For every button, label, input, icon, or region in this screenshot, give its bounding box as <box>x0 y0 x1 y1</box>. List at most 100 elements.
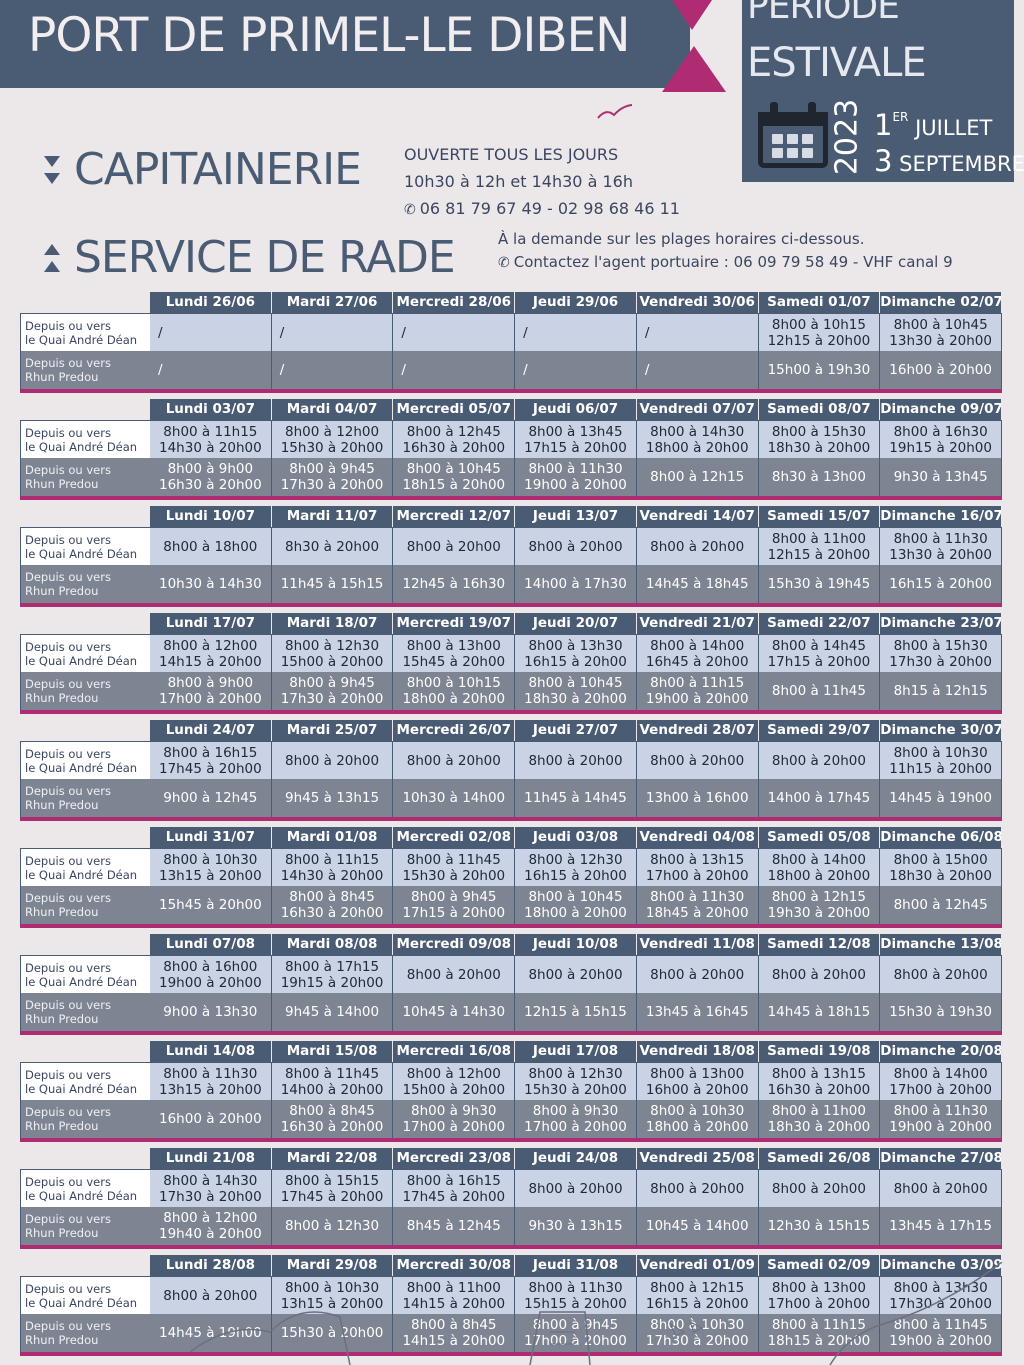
schedule-cell: 8h00 à 13h15 17h00 à 20h00 <box>636 848 759 886</box>
schedule-cell: 8h00 à 20h00 <box>393 527 516 565</box>
day-header: Mardi 22/08 <box>271 1148 394 1169</box>
day-header: Mercredi 05/07 <box>393 399 516 420</box>
coastline-map <box>190 1262 1003 1365</box>
schedule-cell: 8h00 à 20h00 <box>758 1169 881 1207</box>
time-slot: 8h00 à 20h00 <box>650 538 745 555</box>
schedule-cell: 8h00 à 16h00 19h00 à 20h00 <box>150 955 272 993</box>
time-slot: 8h00 à 12h00 <box>285 423 380 440</box>
time-slot: 13h45 à 16h45 <box>645 1004 749 1020</box>
schedule-cell: 10h45 à 14h30 <box>393 993 516 1031</box>
time-slot: 8h00 à 11h45 <box>893 1317 988 1333</box>
schedule-cell: 8h00 à 13h00 16h00 à 20h00 <box>636 1062 759 1100</box>
day-header: Dimanche 02/07 <box>880 292 1002 313</box>
schedule-cell: 8h00 à 10h30 13h15 à 20h00 <box>150 848 272 886</box>
week-corner <box>20 827 150 848</box>
time-slot: / <box>523 362 528 378</box>
row-label: Depuis ou vers Rhun Predou <box>20 779 150 817</box>
time-slot: 10h30 à 14h00 <box>402 790 506 806</box>
schedule-cell: 8h00 à 9h00 16h30 à 20h00 <box>150 458 272 496</box>
period-end-date: 3 SEPTEMBRE <box>874 144 1024 178</box>
schedule-cell: 10h30 à 14h30 <box>150 565 272 603</box>
time-slot: 15h45 à 20h00 <box>402 653 506 670</box>
time-slot: 8h00 à 10h45 <box>528 889 623 905</box>
time-slot: 10h45 à 14h30 <box>402 1004 506 1020</box>
time-slot: 9h30 à 13h15 <box>528 1218 623 1234</box>
time-slot: 8h00 à 9h30 <box>532 1103 619 1119</box>
row-label: Depuis ou vers le Quai André Déan <box>20 1062 150 1100</box>
time-slot: 8h00 à 12h15 <box>650 469 745 485</box>
week-corner <box>20 720 150 741</box>
time-slot: 8h00 à 12h30 <box>285 1218 380 1234</box>
schedule-cell: 8h00 à 9h45 17h30 à 20h00 <box>271 672 394 710</box>
period-year: 2023 <box>829 98 865 176</box>
time-slot: 8h00 à 11h30 <box>893 530 988 547</box>
day-header: Lundi 26/06 <box>150 292 272 313</box>
row-label-line: Depuis ou vers <box>25 425 111 440</box>
time-slot: 8h00 à 14h30 <box>650 423 745 440</box>
time-slot: 8h00 à 13h15 <box>771 1065 866 1082</box>
row-label-line: Depuis ou vers <box>25 1319 111 1333</box>
time-slot: 17h30 à 20h00 <box>645 1333 749 1349</box>
time-slot: 8h00 à 13h00 <box>406 637 501 654</box>
schedule-cell: 8h00 à 20h00 <box>636 527 759 565</box>
day-header: Samedi 26/08 <box>758 1148 881 1169</box>
schedule-cell: 8h00 à 11h15 14h30 à 20h00 <box>150 420 272 458</box>
schedule-cell: 8h00 à 20h00 <box>758 955 881 993</box>
rade-contact-text: Contactez l'agent portuaire : 06 09 79 5… <box>513 253 953 271</box>
schedule-cell: 15h45 à 20h00 <box>150 886 272 924</box>
time-slot: 8h00 à 13h00 <box>771 1279 866 1296</box>
week-corner <box>20 1041 150 1062</box>
schedule-cell: 8h00 à 12h15 19h30 à 20h00 <box>758 886 881 924</box>
day-header: Vendredi 11/08 <box>636 934 759 955</box>
time-slot: / <box>279 324 285 341</box>
time-slot: 19h00 à 20h00 <box>524 477 627 493</box>
schedule-cell: 8h00 à 13h00 17h00 à 20h00 <box>758 1276 881 1314</box>
time-slot: 19h00 à 20h00 <box>889 1119 992 1135</box>
time-slot: 9h45 à 14h00 <box>285 1004 380 1020</box>
schedule-cell: 8h00 à 12h00 19h40 à 20h00 <box>150 1207 272 1245</box>
schedule-cell: 8h15 à 12h15 <box>880 672 1002 710</box>
week-separator <box>20 1352 1002 1356</box>
week-separator <box>20 1138 1002 1142</box>
time-slot: 16h30 à 20h00 <box>402 439 506 456</box>
day-header: Dimanche 30/07 <box>880 720 1002 741</box>
time-slot: 8h00 à 15h30 <box>893 637 988 654</box>
time-slot: 16h15 à 20h00 <box>524 653 627 670</box>
day-header: Lundi 21/08 <box>150 1148 272 1169</box>
day-header: Mercredi 09/08 <box>393 934 516 955</box>
day-header: Vendredi 25/08 <box>636 1148 759 1169</box>
time-slot: 8h00 à 20h00 <box>528 1180 623 1197</box>
time-slot: 16h15 à 20h00 <box>645 1295 749 1312</box>
time-slot: 8h00 à 14h45 <box>771 637 866 654</box>
schedule-cell: 8h00 à 12h30 15h30 à 20h00 <box>515 1062 637 1100</box>
day-header: Samedi 22/07 <box>758 613 881 634</box>
capitainerie-phone-text: 06 81 79 67 49 - 02 98 68 46 11 <box>419 199 680 218</box>
time-slot: 15h00 à 20h00 <box>402 1081 506 1098</box>
time-slot: 8h00 à 10h30 <box>285 1279 380 1296</box>
day-header: Vendredi 14/07 <box>636 506 759 527</box>
time-slot: 13h15 à 20h00 <box>159 1081 262 1098</box>
time-slot: 15h15 à 20h00 <box>524 1295 627 1312</box>
day-header: Jeudi 03/08 <box>515 827 637 848</box>
row-label-line: le Quai André Déan <box>25 439 138 454</box>
schedule-week: Lundi 28/08 Mardi 29/08 Mercredi 30/08 Jeud… <box>20 1255 1002 1356</box>
schedule-cell: 8h00 à 11h30 19h00 à 20h00 <box>880 1100 1002 1138</box>
schedule-cell: 8h00 à 9h45 17h30 à 20h00 <box>271 458 394 496</box>
week-separator <box>20 924 1002 928</box>
week-separator <box>20 817 1002 821</box>
day-header: Samedi 15/07 <box>758 506 881 527</box>
week-corner <box>20 613 150 634</box>
schedule-cell: 8h00 à 14h30 17h30 à 20h00 <box>150 1169 272 1207</box>
schedule-cell: / <box>271 313 394 351</box>
time-slot: 12h15 à 20h00 <box>767 546 871 563</box>
time-slot: 13h00 à 16h00 <box>645 790 749 806</box>
row-label: Depuis ou vers le Quai André Déan <box>20 741 150 779</box>
time-slot: 19h15 à 20h00 <box>889 439 992 456</box>
schedule-cell: 8h00 à 15h15 17h45 à 20h00 <box>271 1169 394 1207</box>
schedule-cell: 8h00 à 20h00 <box>636 741 759 779</box>
time-slot: 19h00 à 20h00 <box>645 691 749 707</box>
row-label-line: Rhun Predou <box>25 691 99 705</box>
schedule-cell: 14h45 à 18h45 <box>636 565 759 603</box>
row-label-line: Rhun Predou <box>25 370 99 384</box>
time-slot: 8h00 à 20h00 <box>528 966 623 983</box>
